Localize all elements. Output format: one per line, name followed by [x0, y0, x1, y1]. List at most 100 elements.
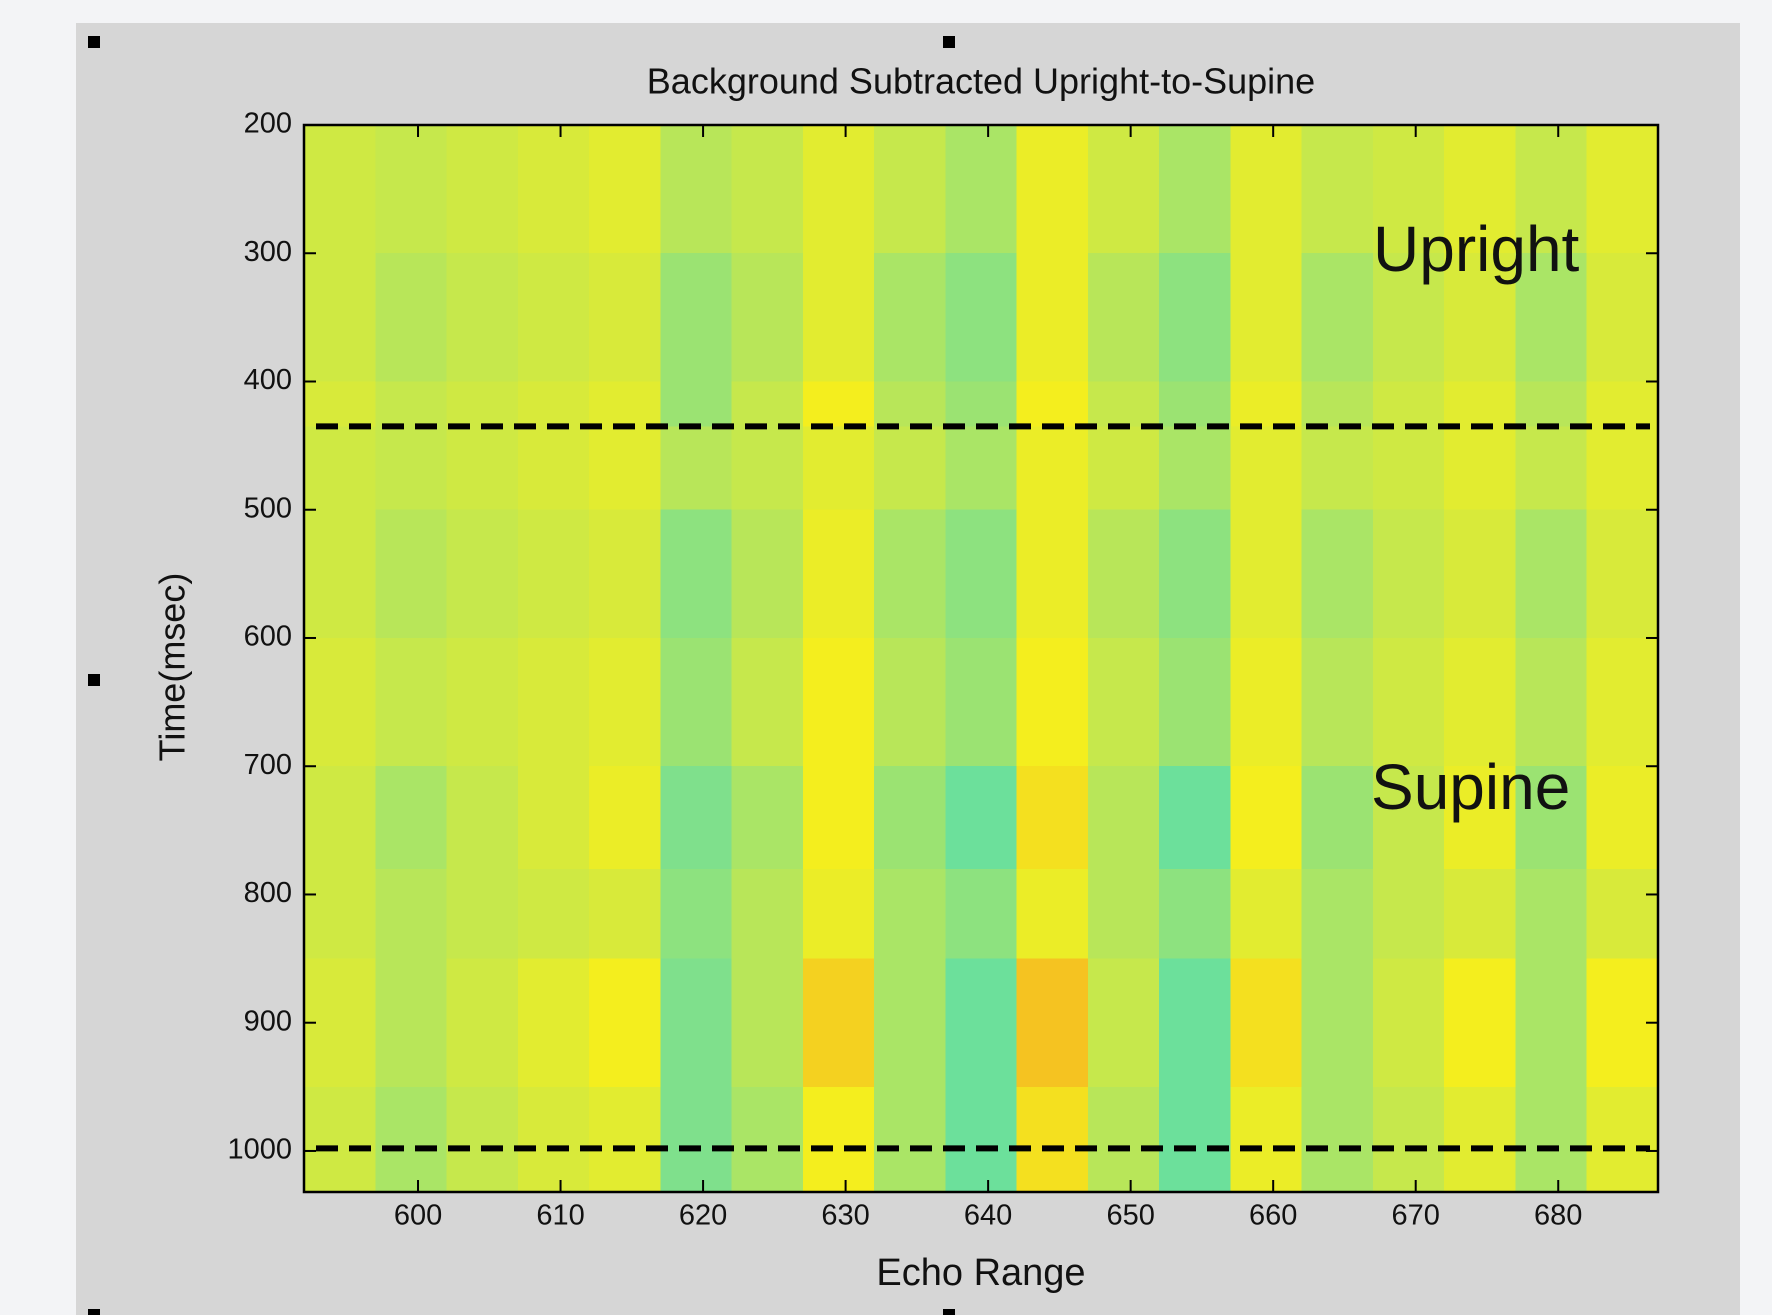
- heatmap-cell: [1586, 381, 1659, 427]
- heatmap-cell: [446, 637, 519, 767]
- heatmap-cell: [1515, 381, 1588, 427]
- heatmap-cell: [1515, 868, 1588, 960]
- heatmap-cell: [304, 509, 376, 639]
- heatmap-cell: [1301, 637, 1374, 767]
- heatmap-cell: [874, 868, 946, 960]
- heatmap-cell: [660, 766, 733, 870]
- heatmap-cell: [1230, 509, 1303, 639]
- heatmap-cell: [1016, 253, 1089, 382]
- y-tick-label: 600: [244, 621, 292, 653]
- heatmap-cell: [945, 868, 1018, 960]
- heatmap-cell: [874, 958, 946, 1088]
- heatmap-cell: [1515, 253, 1588, 382]
- heatmap-cell: [1087, 868, 1160, 960]
- heatmap-cell: [1016, 958, 1089, 1088]
- heatmap-cell: [1159, 381, 1231, 427]
- y-axis-label: Time(msec): [152, 573, 193, 762]
- heatmap-cell: [660, 958, 733, 1088]
- heatmap-cell: [1586, 868, 1659, 960]
- x-tick-label: 640: [964, 1200, 1012, 1232]
- x-axis-label: Echo Range: [876, 1252, 1085, 1294]
- heatmap-cell: [589, 426, 661, 511]
- heatmap-cell: [446, 509, 519, 639]
- heatmap-cell: [446, 958, 519, 1088]
- heatmap-cell: [375, 381, 448, 427]
- heatmap-cell: [802, 1086, 875, 1193]
- heatmap-cell: [1515, 766, 1588, 870]
- heatmap-cell: [446, 868, 519, 960]
- heatmap-cell: [731, 637, 804, 767]
- heatmap-cell: [1230, 426, 1303, 511]
- y-tick-label: 200: [244, 108, 292, 140]
- axes-box: [302, 123, 1660, 1194]
- heatmap-cell: [589, 381, 661, 427]
- heatmap-cell: [1372, 1086, 1445, 1193]
- heatmap-cell: [375, 509, 448, 639]
- selection-handle[interactable]: [88, 1309, 100, 1315]
- heatmap-cell: [1087, 766, 1160, 870]
- heatmap-cell: [731, 958, 804, 1088]
- heatmap-cell: [1444, 509, 1516, 639]
- heatmap-cell: [1586, 125, 1659, 254]
- heatmap-cell: [517, 253, 590, 382]
- heatmap-cell: [802, 509, 875, 639]
- heatmap-cell: [1230, 766, 1303, 870]
- heatmap-cell: [731, 1086, 804, 1193]
- x-tick-label: 650: [1106, 1200, 1154, 1232]
- heatmap-cell: [1444, 253, 1516, 382]
- heatmap-cell: [375, 125, 448, 254]
- heatmap-cell: [1016, 381, 1089, 427]
- x-tick-label: 680: [1534, 1200, 1582, 1232]
- heatmap-cell: [589, 868, 661, 960]
- heatmap-cell: [589, 637, 661, 767]
- heatmap-cell: [1230, 637, 1303, 767]
- heatmap-cell: [1515, 1086, 1588, 1193]
- heatmap-cell: [517, 426, 590, 511]
- heatmap-cell: [660, 125, 733, 254]
- heatmap-cell: [1372, 868, 1445, 960]
- heatmap-cell: [1230, 1086, 1303, 1193]
- heatmap-cell: [1444, 426, 1516, 511]
- heatmap-cell: [1301, 1086, 1374, 1193]
- selection-handle[interactable]: [943, 1309, 955, 1315]
- heatmap-cell: [1372, 766, 1445, 870]
- heatmap-cell: [304, 381, 376, 427]
- selection-handle[interactable]: [88, 674, 100, 686]
- heatmap-cell: [874, 766, 946, 870]
- heatmap-cell: [945, 253, 1018, 382]
- heatmap-cell: [304, 426, 376, 511]
- heatmap-cell: [660, 509, 733, 639]
- x-tick-label: 660: [1249, 1200, 1297, 1232]
- heatmap-cell: [945, 637, 1018, 767]
- heatmap-cell: [802, 125, 875, 254]
- annotation: Supine: [1371, 751, 1570, 823]
- heatmap-cell: [1159, 253, 1231, 382]
- heatmap-cell: [1159, 637, 1231, 767]
- heatmap-cell: [1016, 509, 1089, 639]
- y-tick-label: 300: [244, 236, 292, 268]
- heatmap-cell: [1159, 125, 1231, 254]
- heatmap-cell: [1159, 958, 1231, 1088]
- heatmap-cell: [945, 381, 1018, 427]
- heatmap-cell: [660, 868, 733, 960]
- heatmap-cell: [1515, 125, 1588, 254]
- heatmap-cell: [1087, 381, 1160, 427]
- y-tick-label: 400: [244, 364, 292, 396]
- heatmap-cell: [589, 1086, 661, 1193]
- y-tick-label: 500: [244, 492, 292, 524]
- heatmap-cell: [874, 253, 946, 382]
- heatmap-cell: [1087, 637, 1160, 767]
- selection-handle[interactable]: [943, 36, 955, 48]
- heatmap-cell: [1016, 125, 1089, 254]
- heatmap-cell: [446, 426, 519, 511]
- selection-handle[interactable]: [88, 36, 100, 48]
- heatmap-cell: [375, 426, 448, 511]
- heatmap-cell: [1087, 125, 1160, 254]
- annotation: Upright: [1373, 213, 1580, 285]
- heatmap-cell: [1515, 637, 1588, 767]
- heatmap-cell: [1515, 958, 1588, 1088]
- heatmap-cell: [1301, 509, 1374, 639]
- y-tick-label: 700: [244, 749, 292, 781]
